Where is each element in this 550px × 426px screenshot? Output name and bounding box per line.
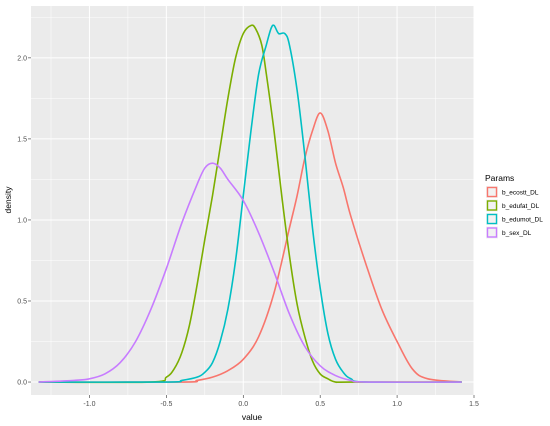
legend-label: b_edumot_DL bbox=[502, 217, 543, 224]
legend-key-b_edufat_DL bbox=[486, 199, 498, 212]
legend-key-b_edumot_DL bbox=[486, 213, 498, 225]
y-axis-title: density bbox=[3, 186, 13, 214]
legend-label: b_edufat_DL bbox=[502, 203, 540, 210]
x-tick-label: -1.0 bbox=[83, 401, 95, 408]
y-tick-label: 1.0 bbox=[17, 217, 27, 224]
series-line-b_ecostt_DL bbox=[38, 112, 462, 383]
x-tick-label: -0.5 bbox=[160, 401, 172, 408]
series-line-b_edufat_DL bbox=[38, 24, 462, 384]
grid-minor bbox=[31, 6, 474, 395]
legend-key-b_ecostt_DL bbox=[486, 186, 498, 198]
x-tick-label: 0.5 bbox=[315, 401, 325, 408]
x-tick-label: 0.0 bbox=[238, 401, 248, 408]
legend-title: Params bbox=[485, 173, 514, 183]
y-tick-label: 0.5 bbox=[17, 298, 27, 305]
series-line-b_sex_DL bbox=[38, 162, 462, 383]
legend-swatch bbox=[486, 213, 498, 225]
legend-label: b_sex_DL bbox=[502, 230, 532, 237]
series-line-b_edumot_DL bbox=[38, 24, 462, 384]
x-tick-label: 1.0 bbox=[392, 401, 402, 408]
x-axis: -1.0 -0.5 0.0 0.5 1.0 1.5 bbox=[83, 395, 479, 408]
legend-swatch bbox=[486, 200, 498, 211]
x-tick-label: 1.5 bbox=[469, 401, 479, 408]
y-tick-label: 2.0 bbox=[17, 55, 27, 62]
legend-key-b_sex_DL bbox=[486, 226, 498, 239]
legend: Params b_ecostt_DL b_edufat_DL b_edumot_DL… bbox=[485, 173, 543, 239]
series-lines bbox=[38, 24, 462, 384]
panel-background bbox=[31, 6, 474, 395]
x-axis-title: value bbox=[242, 412, 263, 422]
y-axis: 0.0 0.5 1.0 1.5 2.0 bbox=[17, 55, 31, 387]
legend-label: b_ecostt_DL bbox=[502, 190, 539, 197]
legend-swatch bbox=[486, 186, 498, 198]
y-tick-label: 0.0 bbox=[17, 380, 27, 387]
y-tick-label: 1.5 bbox=[17, 136, 27, 143]
legend-swatch bbox=[486, 227, 498, 238]
